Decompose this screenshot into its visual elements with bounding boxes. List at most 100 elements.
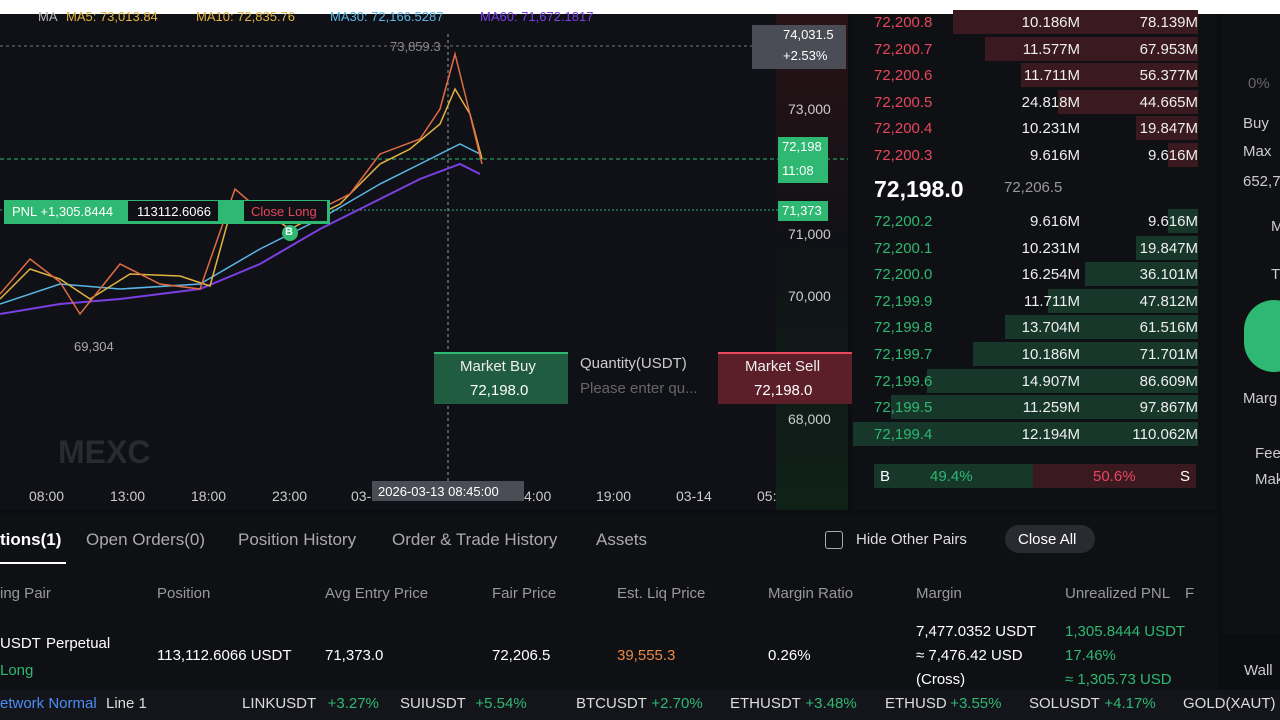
margin: 7,477.0352 USDT — [916, 623, 1037, 640]
tab[interactable]: Open Orders(0) — [86, 530, 206, 549]
book-total: 110.062M — [1132, 425, 1198, 443]
ma-legend: MA5: 73,013.84 — [66, 9, 158, 24]
close-all-button[interactable] — [1005, 525, 1095, 553]
ticker-name[interactable]: SUIUSDT — [400, 695, 466, 712]
market-buy-price[interactable]: 72,198.0 — [470, 382, 529, 399]
order-button[interactable] — [1244, 300, 1280, 372]
hide-pairs-checkbox[interactable] — [825, 531, 843, 549]
time-axis-label: 08:00 — [29, 488, 65, 504]
time-axis-label: 4:00 — [524, 488, 552, 504]
crosshair-price: 74,031.5 — [783, 27, 834, 42]
sell-letter: S — [1180, 468, 1191, 485]
buy-letter: B — [880, 468, 891, 485]
line-select[interactable]: Line 1 — [106, 695, 147, 712]
liq-price: 39,555.3 — [617, 647, 676, 664]
ticker-change: +4.17% — [1104, 695, 1156, 712]
pnl-tag-qty: 113112.6066 — [137, 204, 211, 219]
book-price: 72,200.1 — [874, 239, 933, 257]
hide-other-pairs[interactable]: Hide Other Pairs — [856, 531, 967, 548]
quantity-label: Quantity(USDT) — [580, 355, 687, 372]
tab[interactable]: Assets — [596, 530, 648, 549]
ticker-name[interactable]: ETHUSD — [885, 695, 947, 712]
market-sell-price[interactable]: 72,198.0 — [754, 382, 813, 399]
book-size: 11.711M — [1023, 292, 1080, 310]
fair-price: 72,206.5 — [492, 647, 551, 664]
quantity-placeholder[interactable]: Please enter qu... — [580, 380, 698, 397]
book-total: 36.101M — [1139, 266, 1198, 284]
market-buy-label[interactable]: Market Buy — [460, 358, 536, 375]
book-price: 72,200.7 — [874, 40, 933, 58]
pair: USDT — [0, 635, 41, 652]
book-total: 61.516M — [1139, 319, 1198, 337]
book-size: 16.254M — [1021, 266, 1080, 284]
book-total: 97.867M — [1139, 399, 1198, 417]
table-header: Position — [157, 585, 211, 602]
book-price: 72,199.8 — [874, 319, 933, 337]
depth-bar — [1057, 89, 1198, 114]
ticker-name[interactable]: BTCUSDT — [576, 695, 647, 712]
ticker-name[interactable]: SOLUSDT — [1029, 695, 1100, 712]
tab[interactable]: tions(1) — [0, 530, 62, 549]
depth-bar — [984, 36, 1198, 61]
book-total: 9.616M — [1147, 213, 1198, 230]
order-form-label: Fee — [1255, 445, 1280, 462]
low-label: 69,304 — [74, 339, 114, 354]
book-total: 19.847M — [1139, 120, 1198, 138]
market-sell-label[interactable]: Market Sell — [745, 358, 821, 375]
book-price: 72,200.0 — [874, 266, 933, 284]
depth-bar — [891, 395, 1198, 420]
close-long[interactable]: Close Long — [251, 204, 317, 219]
book-price: 72,200.5 — [874, 93, 933, 111]
book-total: 78.139M — [1139, 14, 1198, 31]
book-total: 67.953M — [1139, 40, 1198, 58]
book-price: 72,200.3 — [874, 147, 933, 164]
book-size: 12.194M — [1021, 425, 1080, 443]
table-header: Avg Entry Price — [325, 585, 429, 602]
order-form-label: Marg — [1243, 390, 1278, 407]
book-price: 72,199.7 — [874, 346, 933, 363]
depth-bar — [926, 368, 1198, 393]
quantity-input[interactable] — [568, 352, 718, 402]
book-size: 24.818M — [1021, 93, 1080, 111]
tab[interactable]: Position History — [238, 530, 357, 549]
mark-price: 72,206.5 — [1004, 179, 1063, 196]
side: Long — [0, 662, 34, 679]
position: 113,112.6066 USDT — [157, 647, 292, 664]
chart-panel — [0, 14, 848, 510]
market-sell-button[interactable] — [718, 352, 852, 404]
table-header: Margin — [916, 585, 962, 602]
table-header: F — [1185, 585, 1195, 602]
ticker-change: +3.48% — [805, 695, 857, 712]
table-header: ing Pair — [0, 585, 51, 602]
book-size: 10.231M — [1021, 120, 1080, 138]
ticker-change: +5.54% — [475, 695, 527, 712]
order-form-label: 0% — [1248, 75, 1270, 92]
book-price: 72,200.4 — [874, 120, 933, 138]
book-price: 72,199.4 — [874, 425, 933, 443]
depth-bar — [1135, 116, 1198, 141]
contract-kind: Perpetual — [46, 635, 111, 652]
time-axis-label: 05: — [757, 488, 777, 504]
book-price: 72,200.2 — [874, 213, 933, 230]
active-tab-underline — [0, 562, 66, 564]
close-all[interactable]: Close All — [1018, 531, 1077, 548]
crosshair-price-box — [752, 25, 846, 69]
market-buy-button[interactable] — [434, 352, 568, 404]
ticker-name[interactable]: GOLD(XAUT) — [1183, 695, 1276, 712]
ma-legend: MA60: 71,672.1817 — [480, 9, 594, 24]
sell-ratio: 50.6% — [1093, 468, 1136, 485]
close-long-box[interactable] — [244, 201, 327, 221]
ticker-bar — [0, 690, 1280, 720]
time-axis-label: 19:00 — [596, 488, 632, 504]
time-axis-label: 18:00 — [191, 488, 227, 504]
book-size: 13.704M — [1021, 319, 1080, 337]
ticker-name[interactable]: LINKUSDT — [242, 695, 317, 712]
order-form-label: M — [1271, 218, 1280, 235]
tab[interactable]: Order & Trade History — [392, 530, 558, 549]
ticker-name[interactable]: ETHUSDT — [730, 695, 801, 712]
depth-bar — [953, 10, 1198, 34]
book-size: 14.907M — [1021, 372, 1080, 390]
book-total: 9.616M — [1147, 147, 1198, 164]
ma-legend: MA — [38, 9, 58, 24]
